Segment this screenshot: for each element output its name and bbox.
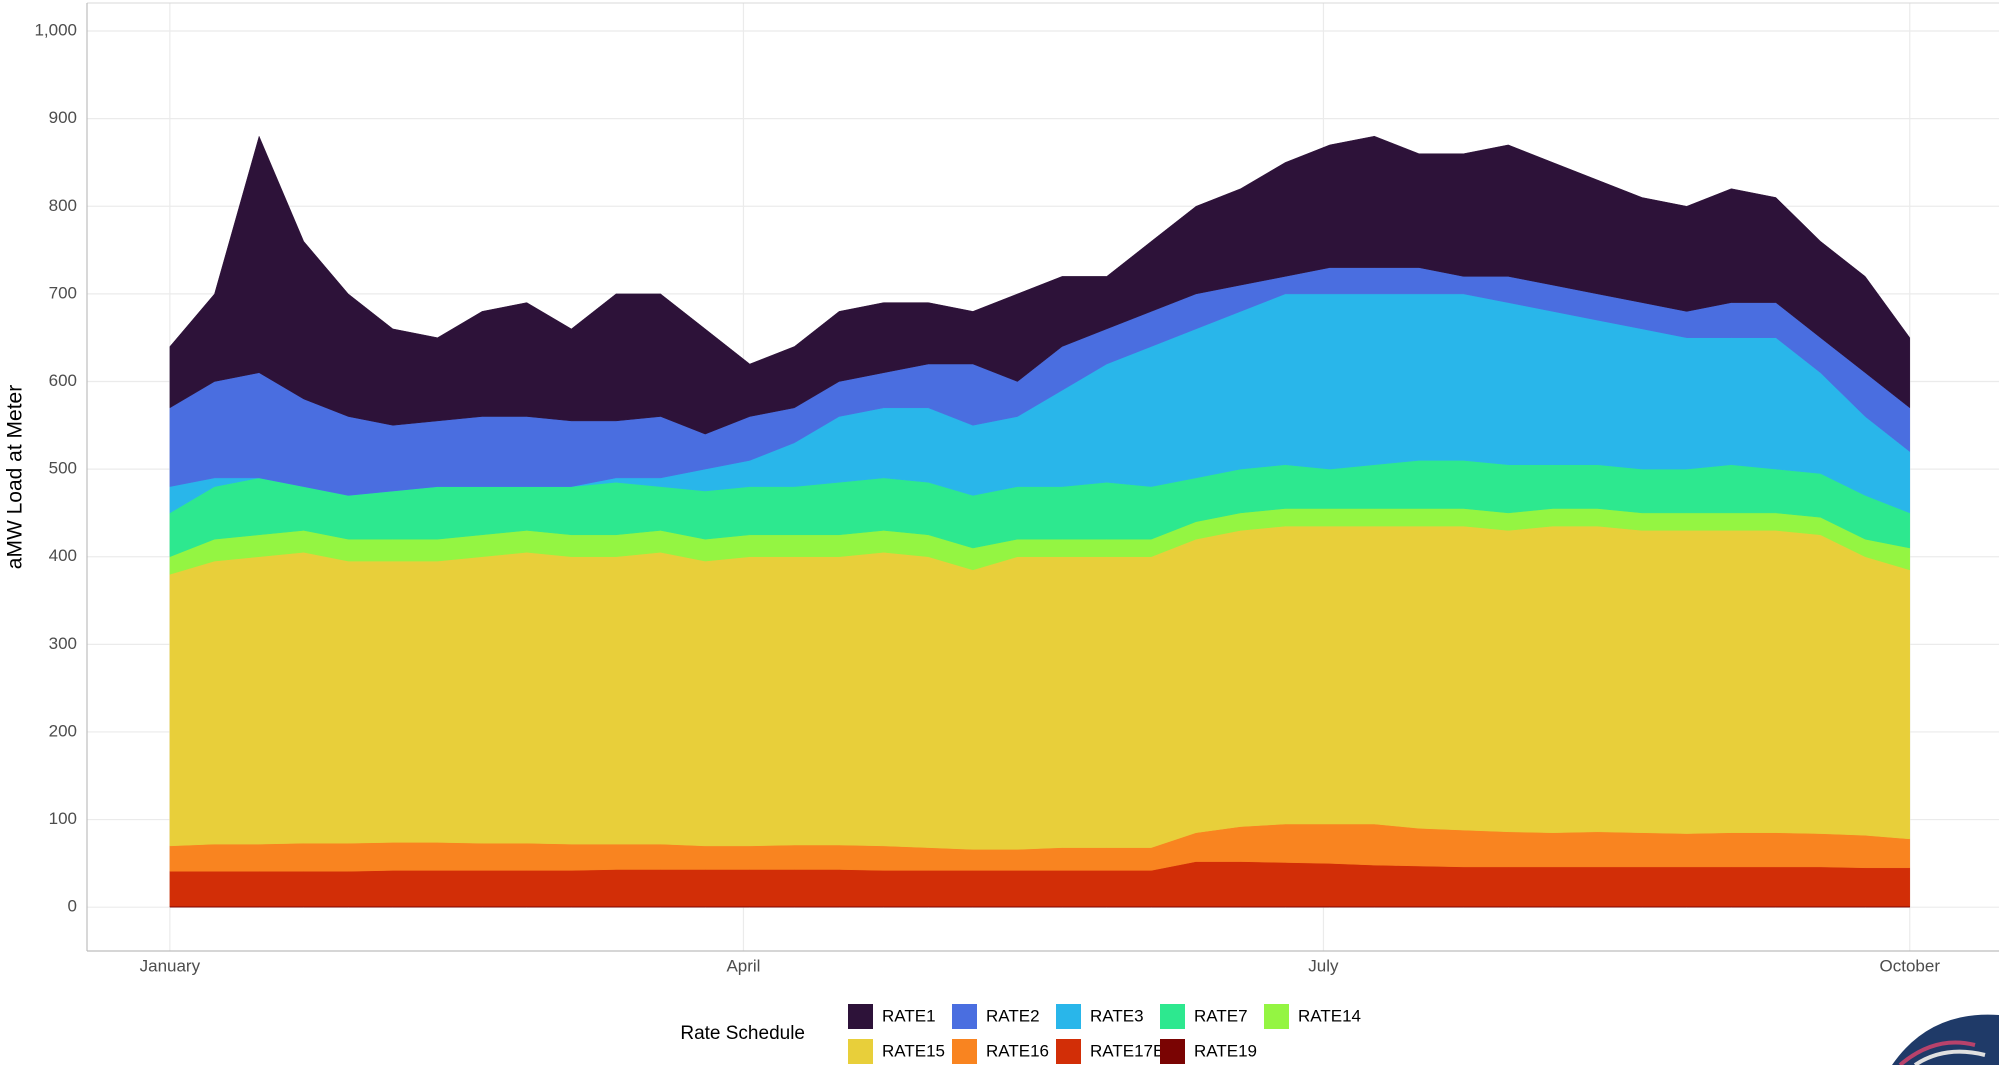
x-tick-label: January	[140, 956, 201, 975]
legend-swatch	[1056, 1004, 1081, 1029]
y-tick-label: 800	[49, 196, 77, 215]
legend-label: RATE19	[1194, 1041, 1257, 1060]
legend-label: RATE7	[1194, 1006, 1248, 1025]
legend-label: RATE2	[986, 1006, 1040, 1025]
legend-label: RATE14	[1298, 1006, 1361, 1025]
x-tick-label: October	[1880, 956, 1941, 975]
y-tick-label: 600	[49, 371, 77, 390]
logo-stripe	[1898, 1040, 1976, 1065]
area	[169, 525, 1911, 850]
legend-swatch	[1056, 1039, 1081, 1064]
legend-swatch	[952, 1039, 977, 1064]
legend-swatch	[848, 1039, 873, 1064]
y-tick-label: 100	[49, 809, 77, 828]
y-tick-label: 700	[49, 283, 77, 302]
legend-label: RATE15	[882, 1041, 945, 1060]
legend-title: Rate Schedule	[680, 1023, 805, 1044]
areas	[169, 135, 1911, 908]
y-tick-label: 0	[68, 897, 77, 916]
y-tick-label: 900	[49, 108, 77, 127]
legend-swatch	[1160, 1004, 1185, 1029]
axes: 0 100 200 300 400 500 600 700 800 900 1,000 January…	[34, 2, 1999, 975]
y-tick-label: 200	[49, 721, 77, 740]
legend-label: RATE1	[882, 1006, 936, 1025]
area	[169, 135, 1911, 435]
legend-swatch	[952, 1004, 977, 1029]
x-tick-label: July	[1308, 956, 1339, 975]
legend-swatch	[1264, 1004, 1289, 1029]
y-tick-label: 300	[49, 634, 77, 653]
y-tick-label: 1,000	[34, 21, 77, 40]
logo-stripe	[1913, 1049, 1986, 1065]
legend-swatch	[1160, 1039, 1185, 1064]
y-tick-label: 400	[49, 546, 77, 565]
y-axis-title: aMW Load at Meter	[4, 385, 27, 569]
logo	[1892, 1014, 1999, 1065]
y-tick-label: 500	[49, 459, 77, 478]
x-tick-label: April	[726, 956, 760, 975]
legend-label: RATE16	[986, 1041, 1049, 1060]
legend: RATE1 RATE2 RATE3 RATE7 RATE14 RATE15 RATE16 RA…	[848, 1004, 1361, 1064]
legend-label: RATE3	[1090, 1006, 1144, 1025]
legend-label: RATE17B	[1090, 1041, 1164, 1060]
legend-swatch	[848, 1004, 873, 1029]
